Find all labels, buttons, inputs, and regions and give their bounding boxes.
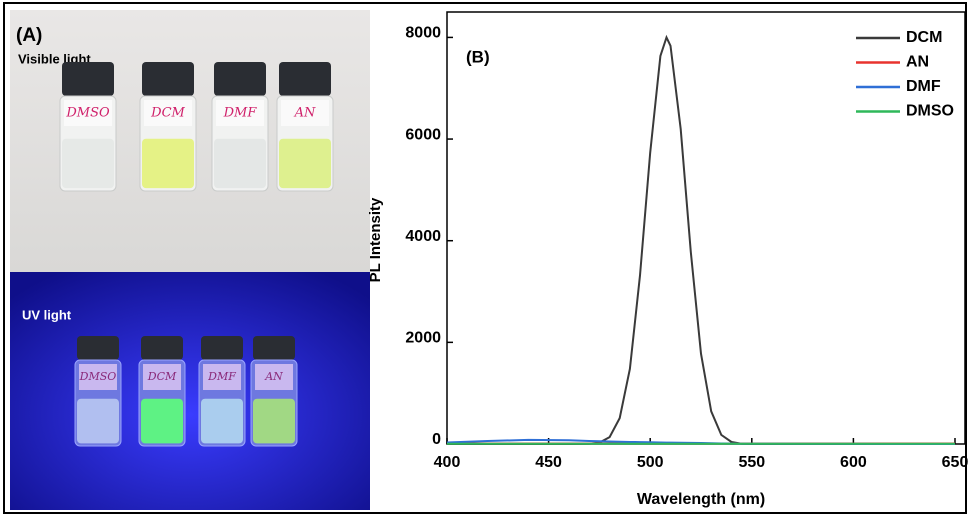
vial-liquid [201,398,243,444]
legend-label: AN [906,54,929,71]
vial-sticker [281,100,329,126]
vial-liquid [62,138,114,189]
vial-sticker [79,364,117,390]
y-tick-label: 8000 [405,25,441,42]
vial-cap [141,336,183,360]
vial-sticker [143,364,181,390]
vial-cap [279,62,331,96]
y-tick-label: 6000 [405,126,441,143]
legend-label: DMF [906,78,941,95]
legend-label: DMSO [906,103,954,120]
x-tick-label: 450 [535,454,562,471]
vial-liquid [77,398,119,444]
chart: 0 2000 4000 6000 8000 400 450 500 550 600 650 Wavel… [367,11,969,508]
x-tick-label: 500 [637,454,664,471]
vial-label: DCM [147,370,177,383]
vials: DMSO DCM DMF AN DMSO DCM DMF AN [59,62,334,447]
y-tick-label: 0 [432,431,441,448]
vial-label: DCM [150,106,185,121]
vial-label: AN [294,106,316,121]
vial-sticker [144,100,192,126]
vial-liquid [253,398,295,444]
vial-cap [77,336,119,360]
vial-liquid [214,138,266,189]
caption: UV light [22,307,72,322]
vial-cap [62,62,114,96]
x-tick-label: 600 [840,454,867,471]
figure-border [3,2,967,514]
vial-liquid [142,138,194,189]
vial-sticker [64,100,112,126]
vial-label: AN [264,370,283,383]
vial-sticker [203,364,241,390]
legend-label: DCM [906,29,942,46]
vial-label: DMSO [79,370,117,383]
y-tick-label: 2000 [405,330,441,347]
vial-sticker [216,100,264,126]
x-tick-label: 400 [434,454,461,471]
y-tick-label: 4000 [405,228,441,245]
panel-label: (A) [16,25,42,46]
vial-label: DMF [207,370,236,383]
vial-label: DMF [223,106,258,121]
vial-label: DMSO [65,106,110,121]
x-tick-label: 550 [738,454,765,471]
vial-cap [214,62,266,96]
x-axis-label: Wavelength (nm) [637,491,765,508]
panel-label: (B) [466,47,490,66]
y-axis-label: PL Intensity [367,197,384,282]
vial-sticker [255,364,293,390]
photo-uv [10,272,370,510]
vial-cap [253,336,295,360]
vial-liquid [141,398,183,444]
vial-cap [142,62,194,96]
vial-liquid [279,138,331,189]
vial-cap [201,336,243,360]
x-tick-label: 650 [942,454,969,471]
series-line [447,34,955,445]
